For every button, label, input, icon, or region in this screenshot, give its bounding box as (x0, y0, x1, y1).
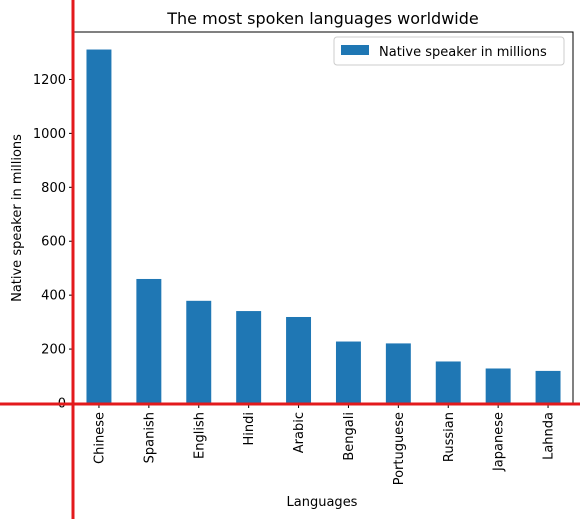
x-tick-label: Spanish (142, 412, 157, 463)
x-axis: Chinese Spanish English Hindi Arabic Bengali P… (92, 403, 557, 485)
x-tick-label: Japanese (492, 412, 507, 472)
x-tick-label: Lahnda (542, 412, 557, 460)
x-tick-label: English (192, 412, 207, 459)
y-tick-label: 1200 (33, 73, 66, 88)
bar-lahnda (535, 370, 561, 403)
y-axis-label: Native speaker in millions (10, 134, 25, 302)
y-tick-label: 800 (41, 181, 66, 196)
y-tick-label: 600 (41, 235, 66, 250)
bar-portuguese (385, 343, 411, 403)
bar-chinese (86, 49, 112, 403)
x-tick-label: Bengali (342, 412, 357, 461)
legend: Native speaker in millions (333, 36, 565, 66)
x-axis-label: Languages (287, 495, 358, 510)
chart-title: The most spoken languages worldwide (166, 9, 478, 28)
bar-japanese (485, 368, 511, 403)
bars-group (86, 49, 561, 403)
bar-arabic (286, 316, 312, 403)
bar-bengali (335, 341, 361, 403)
x-tick-label: Hindi (242, 412, 257, 446)
legend-label: Native speaker in millions (379, 45, 547, 60)
bar-russian (435, 361, 461, 403)
bar-hindi (236, 311, 262, 403)
bar-english (186, 300, 212, 403)
y-axis: 020040060080010001200 (33, 73, 74, 412)
y-tick-label: 200 (41, 343, 66, 358)
x-tick-label: Portuguese (392, 412, 407, 485)
x-tick-label: Arabic (292, 412, 307, 453)
x-tick-label: Chinese (92, 412, 107, 464)
bar-spanish (136, 278, 162, 403)
legend-frame (333, 36, 565, 66)
y-tick-label: 1000 (33, 127, 66, 142)
legend-swatch (341, 45, 369, 55)
y-tick-label: 400 (41, 289, 66, 304)
x-tick-label: Russian (442, 412, 457, 462)
